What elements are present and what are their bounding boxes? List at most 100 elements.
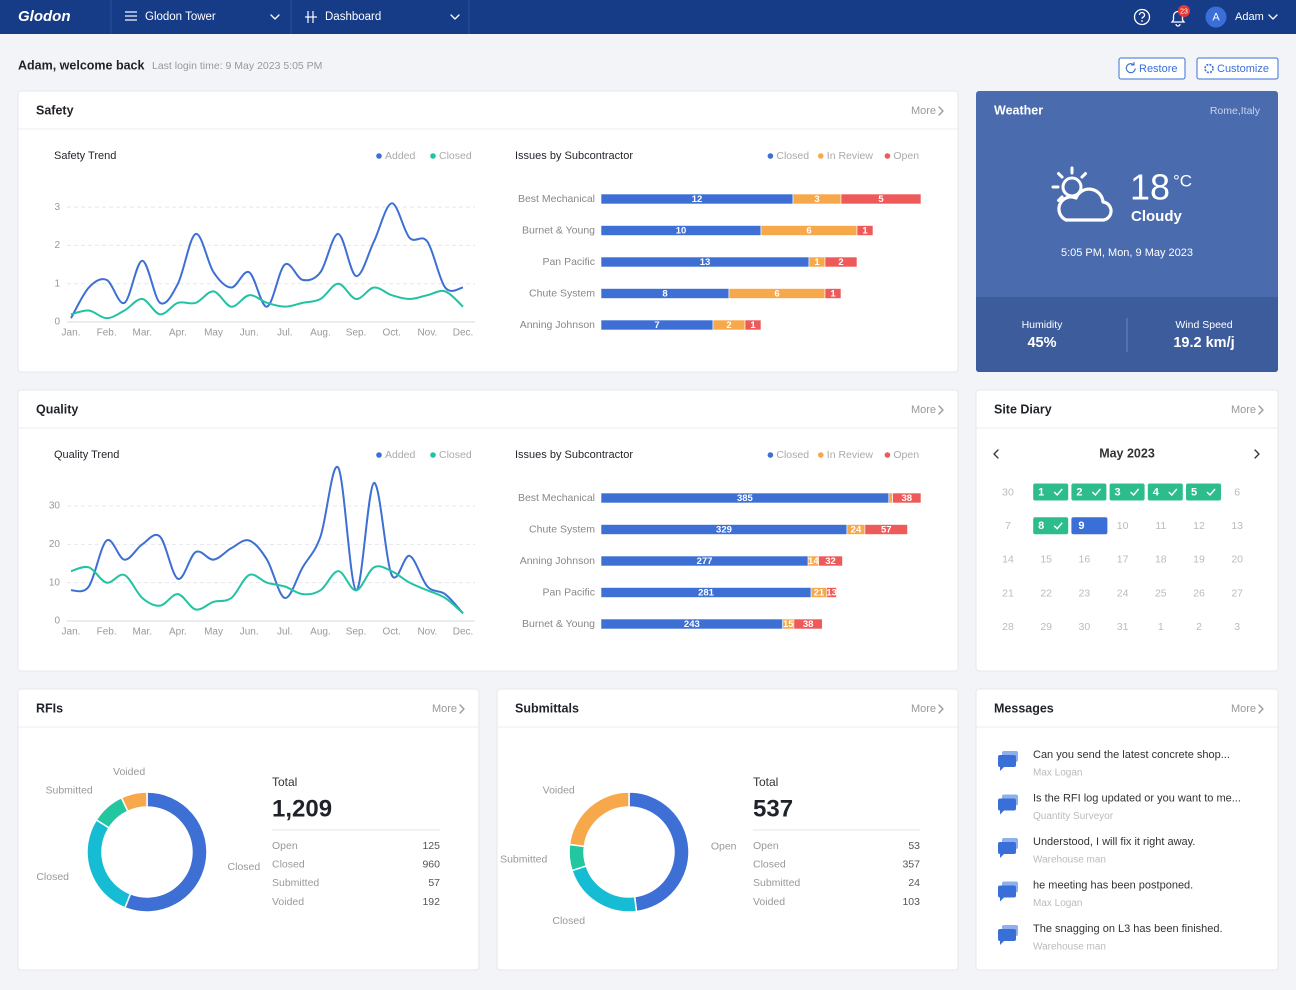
message-text[interactable]: Can you send the latest concrete shop...	[1033, 749, 1230, 761]
calendar-day[interactable]: 4	[1153, 486, 1160, 498]
y-tick-label: 3	[54, 202, 60, 213]
calendar-day[interactable]: 26	[1193, 587, 1205, 599]
chevron[interactable]	[938, 704, 944, 714]
calendar-day[interactable]: 24	[1117, 587, 1129, 599]
message-text[interactable]: Understood, I will fix it right away.	[1033, 836, 1195, 848]
calendar-day[interactable]: 18	[1155, 554, 1167, 566]
card-title: Quality	[36, 402, 78, 416]
bar-value-label: 1	[862, 226, 868, 237]
user-name[interactable]: Adam	[1235, 11, 1264, 23]
calendar-day-done[interactable]	[1186, 483, 1221, 501]
chevron[interactable]	[1254, 449, 1260, 459]
chevron[interactable]	[270, 14, 280, 20]
calendar-day[interactable]: 30	[1002, 486, 1014, 498]
page-selector[interactable]: Dashboard	[325, 11, 381, 23]
calendar-day-done[interactable]	[1033, 483, 1069, 501]
calendar-day[interactable]: 15	[1040, 554, 1052, 566]
more-link[interactable]: More	[432, 703, 457, 715]
y-tick-label: 10	[49, 577, 61, 588]
calendar-day[interactable]: 23	[1079, 587, 1091, 599]
message-author: Warehouse man	[1033, 855, 1106, 866]
toolbar-button[interactable]	[1196, 57, 1279, 80]
more-link[interactable]: More	[1231, 703, 1256, 715]
calendar-day[interactable]: 5	[1191, 486, 1197, 498]
calendar-day[interactable]: 20	[1231, 554, 1243, 566]
check-icon	[1053, 522, 1063, 530]
calendar-day-done[interactable]	[1109, 483, 1145, 501]
slice-label: Submitted	[500, 853, 547, 865]
y-tick-label: 0	[54, 616, 60, 627]
status-label: Open	[753, 840, 779, 852]
more-link[interactable]: More	[911, 703, 936, 715]
message-text[interactable]: Is the RFI log updated or you want to me…	[1033, 792, 1241, 804]
x-tick-label: Sep.	[346, 328, 367, 339]
bar-segment	[824, 288, 842, 299]
calendar-day[interactable]: 17	[1117, 554, 1129, 566]
message-text[interactable]: The snagging on L3 has been finished.	[1033, 923, 1223, 935]
chevron[interactable]	[1268, 14, 1278, 20]
status-count: 960	[422, 858, 440, 870]
message-text[interactable]: he meeting has been postponed.	[1033, 879, 1193, 891]
help-icon[interactable]	[1133, 8, 1151, 26]
calendar-day[interactable]: 1	[1038, 486, 1044, 498]
calendar-day[interactable]: 12	[1193, 520, 1205, 532]
calendar-day[interactable]: 2	[1196, 621, 1202, 633]
x-tick-label: Feb.	[97, 328, 117, 339]
check-icon	[1130, 488, 1140, 497]
legend-dot	[376, 452, 382, 458]
calendar-day[interactable]: 13	[1231, 520, 1243, 532]
calendar-day[interactable]: 29	[1040, 621, 1052, 633]
chevron[interactable]	[938, 405, 944, 415]
avatar[interactable]	[1205, 6, 1227, 28]
sun-ray	[1057, 195, 1064, 202]
chevron[interactable]	[450, 14, 460, 20]
bar-value-label: 2	[726, 320, 731, 331]
chevron[interactable]	[1258, 405, 1264, 415]
calendar-day[interactable]: 28	[1002, 621, 1014, 633]
calendar-day-today[interactable]	[1071, 517, 1108, 535]
calendar-day[interactable]: 1	[1158, 621, 1164, 633]
calendar-day-done[interactable]	[1147, 483, 1183, 501]
calendar-day[interactable]: 9	[1078, 520, 1084, 532]
bar-segment	[824, 256, 858, 268]
calendar-day[interactable]: 11	[1155, 520, 1166, 532]
calendar-day[interactable]: 27	[1231, 587, 1243, 599]
calendar-day[interactable]: 25	[1155, 587, 1167, 599]
calendar-day[interactable]: 16	[1079, 554, 1091, 566]
bar-value-label: 1	[750, 320, 756, 331]
calendar-day[interactable]: 2	[1076, 486, 1082, 498]
calendar-day[interactable]: 30	[1079, 621, 1091, 633]
toolbar-button-label[interactable]: Restore	[1139, 63, 1178, 75]
chevron[interactable]	[938, 106, 944, 116]
calendar-day[interactable]: 21	[1002, 587, 1014, 599]
calendar-day[interactable]: 22	[1040, 587, 1052, 599]
more-link[interactable]: More	[911, 105, 936, 117]
calendar-day[interactable]: 3	[1234, 621, 1240, 633]
calendar-day[interactable]: 6	[1234, 486, 1240, 498]
x-tick-label: Aug.	[310, 627, 331, 638]
slice-label: Voided	[543, 784, 575, 796]
message-icon	[998, 755, 1016, 771]
chevron[interactable]	[1258, 704, 1264, 714]
chevron[interactable]	[459, 704, 465, 714]
calendar-day[interactable]: 19	[1193, 554, 1205, 566]
more-link[interactable]: More	[1231, 404, 1256, 416]
status-count: 24	[908, 877, 920, 889]
toolbar-button-label[interactable]: Customize	[1217, 63, 1269, 75]
project-selector[interactable]: Glodon Tower	[145, 11, 216, 23]
calendar-day-done[interactable]	[1033, 517, 1069, 535]
toolbar-button[interactable]	[1118, 57, 1186, 80]
calendar-day[interactable]: 14	[1002, 554, 1014, 566]
trend-line	[70, 465, 464, 615]
calendar-day[interactable]: 3	[1115, 486, 1121, 498]
card-title: Submittals	[515, 701, 579, 715]
calendar-day[interactable]: 31	[1117, 621, 1129, 633]
calendar-day[interactable]: 10	[1117, 520, 1129, 532]
calendar-day[interactable]: 8	[1038, 520, 1044, 532]
more-link[interactable]: More	[911, 404, 936, 416]
calendar-day[interactable]: 7	[1005, 520, 1011, 532]
legend-dot	[884, 452, 891, 458]
calendar-day-done[interactable]	[1071, 483, 1107, 501]
chevron[interactable]	[993, 449, 999, 459]
